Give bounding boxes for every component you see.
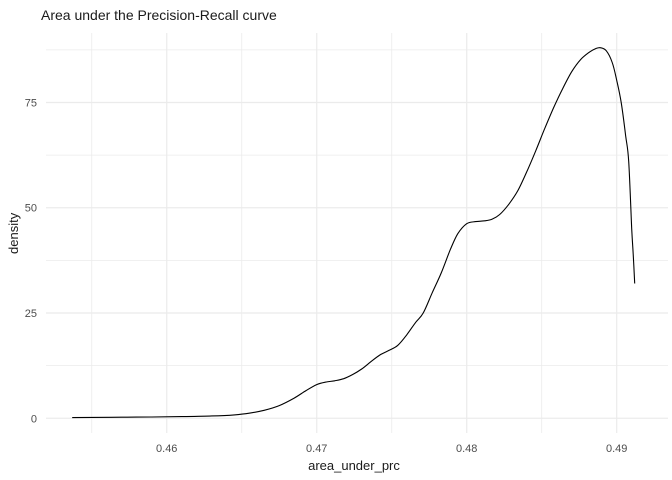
y-tick-label: 50 <box>25 203 37 215</box>
x-tick-label: 0.46 <box>156 443 177 455</box>
density-curve <box>72 47 636 419</box>
y-axis-title: density <box>6 212 21 254</box>
y-tick-label: 75 <box>25 97 37 109</box>
x-tick-label: 0.47 <box>306 443 327 455</box>
chart-title: Area under the Precision-Recall curve <box>41 7 277 23</box>
y-tick-label: 0 <box>31 413 37 425</box>
x-tick-label: 0.48 <box>456 443 477 455</box>
x-axis-title: area_under_prc <box>308 458 400 473</box>
y-tick-label: 25 <box>25 308 37 320</box>
x-tick-label: 0.49 <box>606 443 627 455</box>
